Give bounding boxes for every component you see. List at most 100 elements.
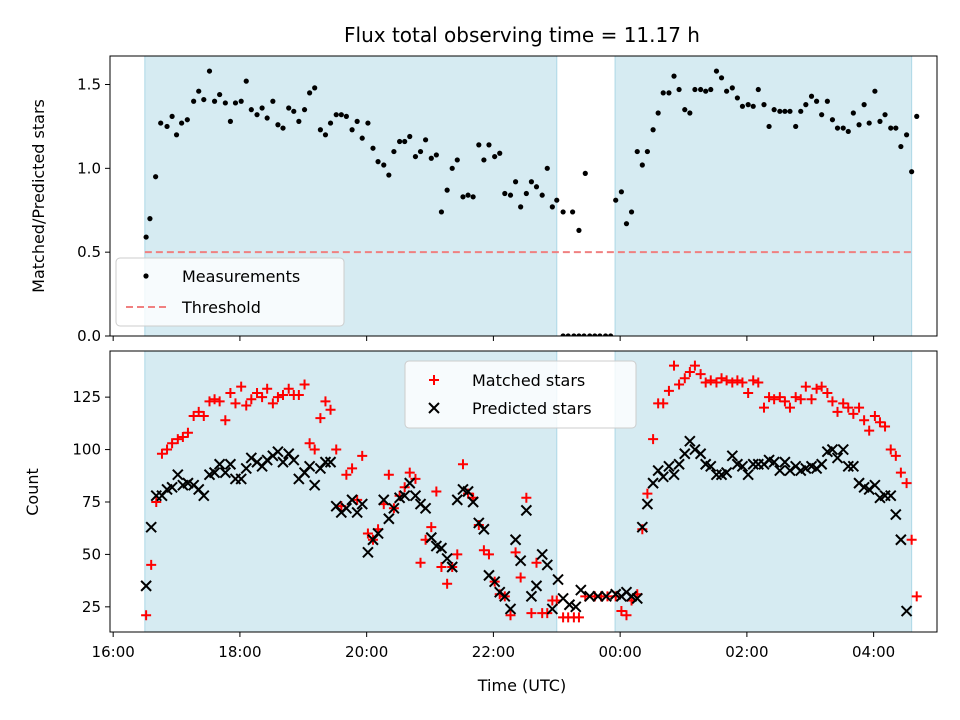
- y-tick-label: 0.0: [77, 327, 101, 345]
- predicted-star-point: [826, 443, 839, 456]
- matched-star-point: [383, 469, 394, 480]
- predicted-star-point: [863, 483, 875, 496]
- predicted-star-point: [308, 479, 321, 491]
- matched-star-point: [885, 444, 896, 455]
- measurement-point: [634, 148, 640, 155]
- measurement-point: [565, 333, 571, 336]
- matched-star-point: [457, 459, 468, 470]
- matched-star-point: [431, 486, 442, 497]
- measurement-point: [666, 90, 672, 96]
- measurement-point: [602, 333, 609, 336]
- matched-star-point: [869, 411, 880, 422]
- predicted-star-point: [842, 460, 854, 473]
- predicted-star-point: [525, 590, 538, 603]
- predicted-star-point: [324, 456, 337, 468]
- measurement-point: [327, 120, 334, 126]
- matched-star-point: [309, 444, 320, 455]
- predicted-star-point: [140, 580, 152, 592]
- predicted-star-point: [774, 464, 786, 477]
- measurement-point: [227, 118, 234, 124]
- measurement-point: [349, 127, 355, 133]
- predicted-star-point: [779, 456, 791, 468]
- measurement-point: [861, 102, 867, 108]
- measurement-point: [766, 123, 772, 130]
- measurement-point: [782, 108, 788, 114]
- measurement-point: [745, 102, 751, 108]
- measurement-point: [582, 170, 588, 176]
- predicted-star-point: [541, 559, 553, 571]
- measurement-point: [882, 112, 888, 118]
- matched-star-point: [864, 425, 875, 436]
- measurement-point: [888, 125, 894, 131]
- matched-star-point: [214, 396, 225, 407]
- predicted-star-point: [478, 523, 490, 535]
- matched-star-point: [727, 377, 738, 388]
- bottom-legend: Matched stars Predicted stars: [404, 360, 637, 429]
- predicted-star-point: [530, 580, 543, 592]
- matched-star-point: [648, 434, 659, 445]
- legend-box: [115, 257, 345, 327]
- x-tick-label: 18:00: [218, 643, 261, 661]
- legend-measurements-label: Measurements: [182, 267, 300, 286]
- matched-star-point: [146, 559, 157, 570]
- matched-star-point: [573, 612, 584, 623]
- predicted-star-point: [837, 443, 849, 456]
- measurement-point: [454, 157, 460, 163]
- measurement-point: [703, 88, 709, 94]
- measurement-point: [386, 172, 392, 178]
- matched-star-point: [230, 398, 241, 409]
- predicted-star-point: [684, 435, 696, 447]
- predicted-star-point: [536, 548, 548, 561]
- predicted-star-point: [446, 561, 458, 573]
- measurement-point: [333, 112, 339, 118]
- predicted-star-point: [694, 448, 707, 460]
- measurement-point: [644, 148, 650, 155]
- measurement-point: [698, 86, 704, 93]
- measurement-point: [317, 127, 323, 133]
- measurement-point: [761, 102, 767, 108]
- predicted-star-point: [900, 605, 913, 617]
- predicted-star-point: [145, 521, 157, 533]
- matched-star-point: [732, 375, 743, 386]
- matched-star-point: [315, 413, 326, 424]
- predicted-star-point: [657, 471, 669, 483]
- measurement-point: [898, 143, 904, 150]
- measurement-point: [618, 189, 625, 195]
- matched-star-point: [674, 379, 685, 390]
- measurement-point: [270, 98, 276, 104]
- x-tick-label: 04:00: [852, 643, 895, 661]
- predicted-star-point: [705, 460, 717, 473]
- measurement-point: [608, 333, 614, 336]
- measurement-point: [713, 68, 720, 74]
- predicted-star-point: [172, 469, 184, 481]
- matched-star-point: [151, 496, 162, 507]
- measurement-point: [307, 90, 313, 96]
- predicted-star-point: [710, 469, 723, 481]
- predicted-star-point: [235, 473, 247, 485]
- matched-star-point: [246, 394, 257, 405]
- matched-star-point: [204, 396, 215, 407]
- matched-star-point: [267, 398, 278, 409]
- measurement-point: [523, 190, 529, 197]
- matched-star-point: [283, 383, 294, 394]
- measurement-point: [206, 68, 213, 74]
- measurement-point: [164, 123, 170, 130]
- matched-star-point: [299, 379, 310, 390]
- predicted-star-point: [240, 462, 252, 475]
- matched-star-point: [753, 377, 764, 388]
- measurement-point: [301, 107, 308, 113]
- measurement-point: [428, 155, 434, 161]
- measurement-point: [280, 125, 286, 131]
- predicted-star-point: [663, 460, 675, 473]
- top-legend: Measurements Threshold: [115, 257, 345, 327]
- measurement-point: [381, 162, 387, 168]
- top-axes-frame: [109, 55, 938, 337]
- measurement-point: [581, 333, 587, 336]
- measurement-point: [433, 152, 439, 158]
- matched-star-point: [341, 469, 352, 480]
- x-tick-label: 20:00: [345, 643, 388, 661]
- predicted-star-point: [372, 527, 384, 540]
- measurement-point: [592, 333, 598, 336]
- measurement-point: [211, 98, 218, 104]
- measurement-point: [147, 216, 153, 222]
